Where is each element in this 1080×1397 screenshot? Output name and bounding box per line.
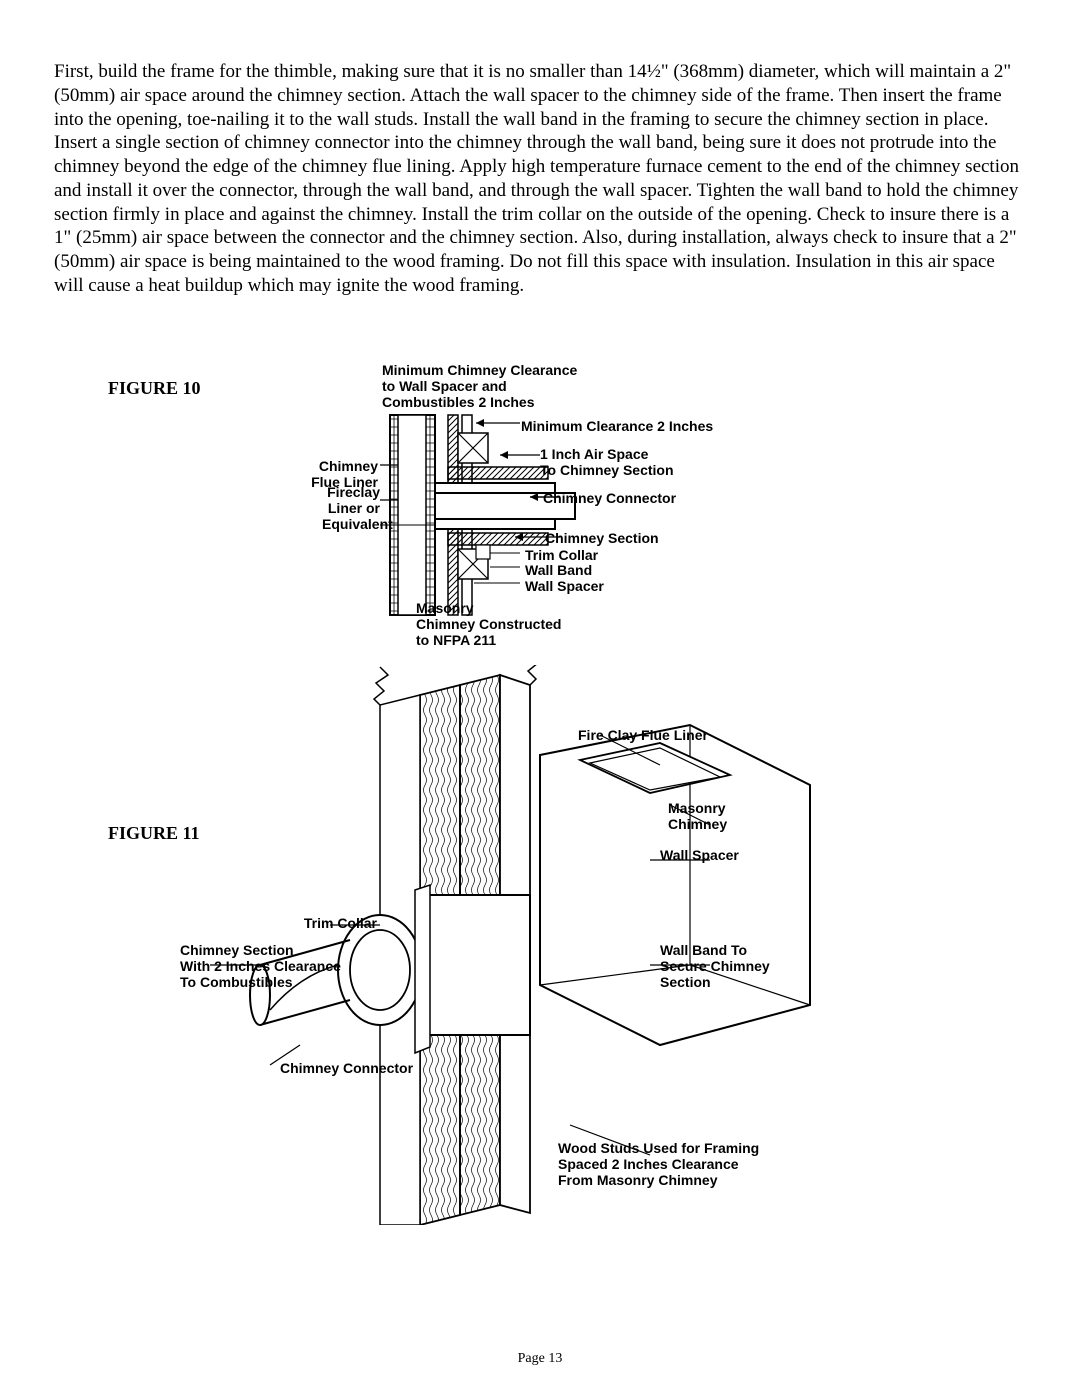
f11-label-masonry: Masonry Chimney — [668, 800, 727, 832]
f11-label-connector: Chimney Connector — [280, 1060, 413, 1076]
f10-label-wall-band: Wall Band — [525, 562, 592, 578]
f11-label-trim-collar: Trim Collar — [297, 915, 377, 931]
f11-label-studs: Wood Studs Used for Framing Spaced 2 Inc… — [558, 1140, 759, 1188]
page-number: Page 13 — [0, 1351, 1080, 1367]
f10-label-wall-spacer: Wall Spacer — [525, 578, 604, 594]
figure-10-label: FIGURE 10 — [108, 378, 201, 399]
f10-label-min-clearance-2: Minimum Clearance 2 Inches — [521, 418, 713, 434]
f11-label-wall-spacer: Wall Spacer — [660, 847, 739, 863]
f11-label-section-clear: Chimney Section With 2 Inches Clearance … — [180, 942, 341, 990]
body-paragraph: First, build the frame for the thimble, … — [54, 60, 1026, 298]
f11-label-wall-band: Wall Band To Secure Chimney Section — [660, 942, 770, 990]
f10-label-section: Chimney Section — [545, 530, 659, 546]
f10-label-connector: Chimney Connector — [543, 490, 676, 506]
f10-label-fireclay: Fireclay Liner or Equivalent — [322, 484, 380, 532]
f10-label-min-clearance-wall: Minimum Chimney Clearance to Wall Spacer… — [382, 362, 577, 410]
page: First, build the frame for the thimble, … — [0, 0, 1080, 1397]
f11-label-fire-clay: Fire Clay Flue Liner — [578, 727, 708, 743]
f10-label-trim-collar: Trim Collar — [525, 547, 598, 563]
f10-label-masonry: Masonry Chimney Constructed to NFPA 211 — [416, 600, 561, 648]
f10-label-air-space: 1 Inch Air Space To Chimney Section — [540, 446, 674, 478]
